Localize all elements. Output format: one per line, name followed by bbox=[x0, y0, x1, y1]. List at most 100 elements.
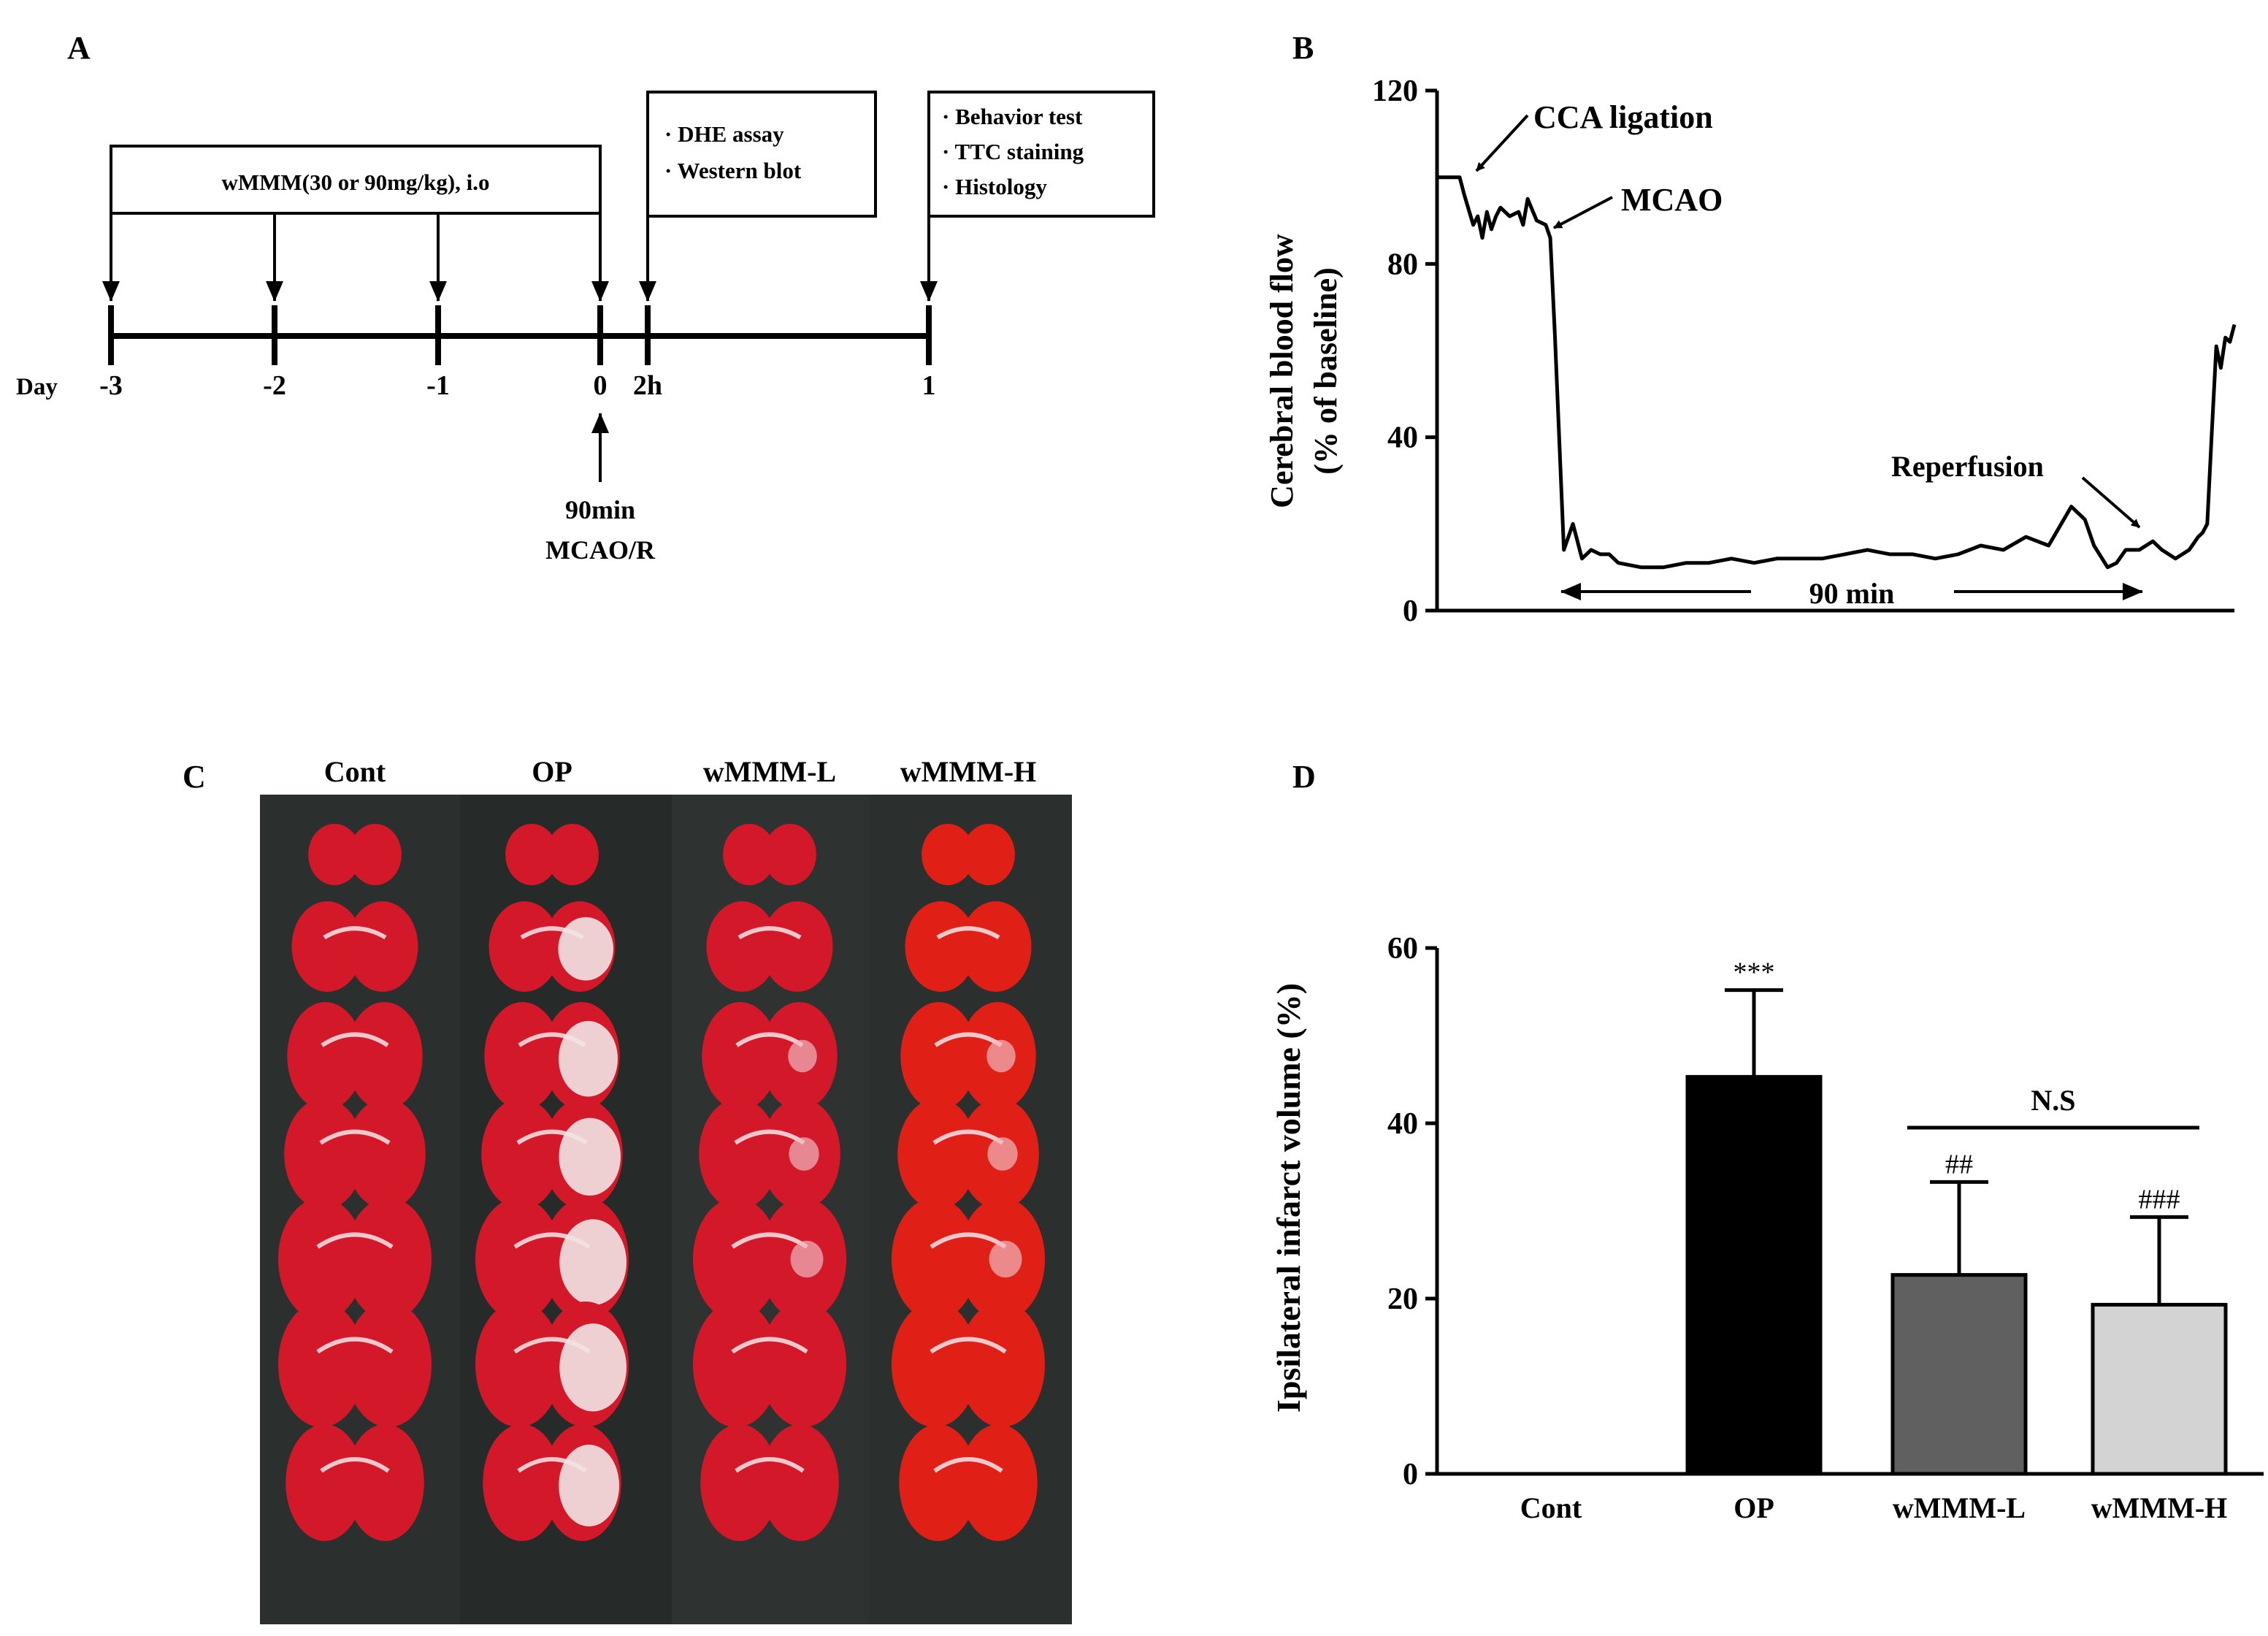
cbf-y-label-line2: (% of baseline) bbox=[1308, 267, 1344, 475]
reperfusion-annotation: Reperfusion bbox=[1891, 450, 2044, 483]
brain-slice-hemisphere bbox=[481, 1098, 562, 1209]
reperfusion-arrow bbox=[2081, 476, 2141, 529]
panel-b-label: B bbox=[1292, 30, 1314, 66]
brain-slice-hemisphere bbox=[899, 1424, 977, 1541]
outcome-item-ttc: · TTC staining bbox=[942, 139, 1084, 164]
outcome-item-histology: · Histology bbox=[942, 174, 1047, 199]
occlusion-duration: 90min bbox=[565, 495, 635, 524]
brain-slice-hemisphere bbox=[489, 901, 560, 992]
brain-slice-hemisphere bbox=[345, 1198, 432, 1320]
infarct-region bbox=[790, 1240, 824, 1278]
bar-wmmm-l bbox=[1890, 1273, 2028, 1476]
infarct-category-labels: Cont OP wMMM-L wMMM-H bbox=[1520, 1491, 2228, 1524]
infarct-region bbox=[986, 1039, 1016, 1073]
brain-slice-hemisphere bbox=[483, 1424, 561, 1541]
assay-item-western: · Western blot bbox=[664, 158, 802, 183]
group-label-cont: Cont bbox=[324, 755, 386, 788]
cbf-y-tick-label: 40 bbox=[1387, 421, 1418, 455]
mcao-arrow bbox=[1553, 196, 1613, 229]
infarct-ticks: 0 20 40 60 bbox=[1387, 932, 1437, 1491]
occlusion-label: MCAO/R bbox=[545, 535, 656, 565]
brain-slice-white-matter bbox=[738, 926, 802, 940]
cbf-series-line bbox=[1437, 175, 2237, 570]
cbf-y-label-line1: Cerebral blood flow bbox=[1264, 234, 1300, 508]
brain-slice-hemisphere bbox=[891, 1301, 978, 1427]
brain-slice-white-matter bbox=[933, 1457, 1003, 1473]
brain-slice-white-matter bbox=[323, 926, 387, 940]
group-label-op: OP bbox=[532, 755, 572, 788]
brain-slice-hemisphere bbox=[692, 1301, 780, 1427]
brain-slice-hemisphere bbox=[475, 1198, 562, 1320]
mcao-annotation: MCAO bbox=[1621, 182, 1723, 218]
bar-op bbox=[1685, 1074, 1823, 1476]
brain-slice-hemisphere bbox=[723, 824, 776, 885]
panel-c-ttc-photo: C Cont OP wMMM-L wMMM-H bbox=[183, 755, 1072, 1624]
assay-box bbox=[646, 91, 877, 218]
brain-slice-hemisphere bbox=[291, 901, 363, 992]
brain-slice-hemisphere bbox=[284, 1098, 364, 1209]
significance-marks: ***#####N.S bbox=[1733, 957, 2199, 1215]
brain-slice-hemisphere bbox=[897, 1098, 978, 1209]
brain-slice-hemisphere bbox=[692, 1198, 780, 1320]
brain-slice-hemisphere bbox=[700, 1424, 778, 1541]
brain-slice-hemisphere bbox=[959, 1424, 1038, 1541]
bar-wmmm-h bbox=[2091, 1302, 2228, 1476]
outcome-box bbox=[927, 91, 1155, 218]
category-label: wMMM-L bbox=[1893, 1491, 2026, 1524]
brain-slice-hemisphere bbox=[699, 1098, 779, 1209]
brain-slice-hemisphere bbox=[762, 901, 833, 992]
brain-slice-hemisphere bbox=[905, 901, 976, 992]
significance-mark: *** bbox=[1733, 957, 1775, 988]
infarct-region bbox=[559, 1020, 618, 1097]
infarct-region bbox=[788, 1039, 817, 1073]
infarct-region bbox=[558, 917, 613, 981]
brain-slice-hemisphere bbox=[922, 824, 975, 885]
cca-arrow bbox=[1475, 114, 1529, 172]
brain-slice-hemisphere bbox=[962, 824, 1015, 885]
infarct-y-tick-label: 40 bbox=[1387, 1107, 1418, 1141]
category-label: Cont bbox=[1520, 1491, 1582, 1524]
cca-annotation: CCA ligation bbox=[1533, 99, 1713, 135]
panel-a-timeline: A wMMM(30 or 90mg/kg), i.o · DHE assay ·… bbox=[16, 30, 1155, 565]
brain-slice-hemisphere bbox=[308, 824, 361, 885]
brain-slice-white-matter bbox=[930, 1232, 1007, 1249]
brain-slice-hemisphere bbox=[347, 901, 418, 992]
significance-mark: ## bbox=[1945, 1149, 1973, 1180]
infarct-region bbox=[789, 1137, 819, 1171]
brain-slice-white-matter bbox=[321, 1032, 389, 1047]
brain-slice-white-matter bbox=[735, 1457, 805, 1473]
brain-slice-white-matter bbox=[934, 1032, 1003, 1047]
timeline-ticks bbox=[108, 305, 932, 365]
brain-slice-hemisphere bbox=[891, 1198, 978, 1320]
tick-label: -2 bbox=[263, 370, 286, 401]
infarct-region bbox=[559, 1445, 619, 1526]
infarct-region bbox=[559, 1323, 627, 1412]
category-label: wMMM-H bbox=[2091, 1491, 2228, 1524]
brain-slice-hemisphere bbox=[348, 824, 402, 885]
brain-slice-hemisphere bbox=[761, 1424, 839, 1541]
brain-slice-white-matter bbox=[320, 1457, 390, 1473]
infarct-y-label: Ipsilateral infarct volume (%) bbox=[1270, 983, 1307, 1413]
panel-a-label: A bbox=[67, 30, 91, 66]
brain-slice-hemisphere bbox=[475, 1301, 562, 1427]
infarct-region bbox=[559, 1117, 621, 1196]
brain-slice-hemisphere bbox=[286, 1424, 364, 1541]
panel-d-label: D bbox=[1292, 759, 1316, 795]
treatment-text: wMMM(30 or 90mg/kg), i.o bbox=[221, 169, 489, 195]
group-label-wmmm-h: wMMM-H bbox=[900, 755, 1037, 788]
brain-slice-hemisphere bbox=[706, 901, 778, 992]
duration-label: 90 min bbox=[1809, 577, 1895, 610]
cbf-y-tick-label: 80 bbox=[1387, 248, 1418, 281]
brain-slice-white-matter bbox=[316, 1232, 394, 1249]
brain-slice-hemisphere bbox=[346, 1002, 423, 1110]
brain-slice-white-matter bbox=[930, 1337, 1007, 1354]
tick-label: -1 bbox=[426, 370, 450, 401]
treatment-box bbox=[110, 145, 602, 215]
brain-slice-hemisphere bbox=[484, 1002, 561, 1110]
panel-b-cbf-chart: B Cerebral blood flow (% of baseline) 0 4… bbox=[1264, 30, 2237, 628]
brain-slice-white-matter bbox=[735, 1032, 804, 1047]
ns-label: N.S bbox=[2031, 1084, 2075, 1117]
significance-mark: ### bbox=[2139, 1184, 2180, 1215]
brain-slice-hemisphere bbox=[505, 824, 559, 885]
